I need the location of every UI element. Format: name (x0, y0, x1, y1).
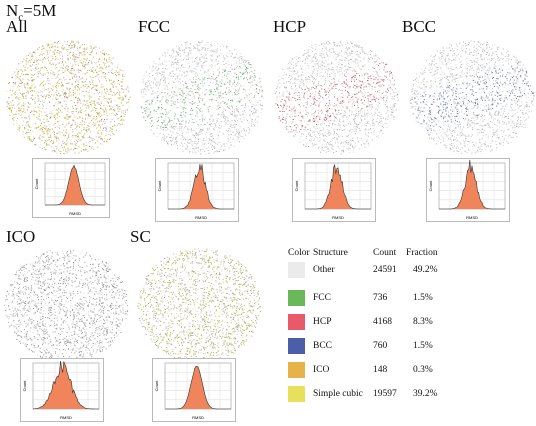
histogram-ylabel: Count (294, 180, 299, 192)
histogram-ylabel: Count (157, 180, 162, 192)
header-subscript: c (18, 11, 24, 24)
legend-fraction: 49.2% (413, 265, 438, 275)
legend-swatch (288, 362, 305, 378)
legend-fraction: 39.2% (413, 389, 438, 399)
legend-row-ico: ICO 148 0.3% (288, 362, 536, 380)
histogram-fcc: Count RMSD (155, 158, 239, 222)
legend-row-hcp: HCP 4168 8.3% (288, 314, 536, 332)
legend-structure: Other (313, 265, 335, 275)
histogram-ylabel: Count (428, 180, 433, 192)
legend-count: 24591 (373, 265, 397, 275)
legend-count: 4168 (373, 317, 392, 327)
pole-figure-bcc (410, 40, 535, 155)
histogram-xlabel: RMSD (192, 415, 204, 420)
panel-title-ico: ICO (6, 227, 36, 246)
legend-count: 760 (373, 341, 388, 351)
histogram-xlabel: RMSD (60, 415, 72, 420)
histogram-xlabel: RMSD (466, 215, 478, 220)
legend-swatch (288, 314, 305, 330)
legend-swatch (288, 386, 305, 402)
histogram-xlabel: RMSD (195, 215, 207, 220)
legend-header-count: Count (373, 248, 397, 258)
histogram-hcp: Count RMSD (292, 158, 376, 222)
legend-structure: HCP (313, 317, 332, 327)
legend-swatch (288, 338, 305, 354)
panel-title-sc: SC (130, 227, 151, 246)
legend-fraction: 1.5% (413, 341, 433, 351)
legend-header-color: Color (288, 248, 310, 258)
panel-title-hcp: HCP (273, 17, 307, 36)
legend-count: 148 (373, 365, 388, 375)
pole-figure-sc (137, 248, 261, 363)
legend-swatch (288, 262, 305, 278)
legend-fraction: 1.5% (413, 293, 433, 303)
panel-title-fcc: FCC (138, 17, 171, 36)
histogram-xlabel: RMSD (69, 211, 81, 216)
legend-row-fcc: FCC 736 1.5% (288, 290, 536, 308)
legend-count: 736 (373, 293, 388, 303)
histogram-bcc: Count RMSD (426, 158, 510, 222)
histogram-sc: Count RMSD (152, 358, 236, 422)
histogram-ylabel: Count (22, 380, 27, 392)
histogram-ico: Count RMSD (20, 358, 104, 422)
pole-figure-ico (4, 249, 129, 363)
legend-swatch (288, 290, 305, 306)
legend-row-bcc: BCC 760 1.5% (288, 338, 536, 356)
header-prefix: N (6, 1, 19, 20)
histogram-xlabel: RMSD (332, 215, 344, 220)
legend-row-simple-cubic: Simple cubic 19597 39.2% (288, 386, 536, 404)
histogram-ylabel: Count (34, 178, 39, 190)
legend-structure: FCC (313, 293, 331, 303)
legend-structure: Simple cubic (313, 389, 363, 399)
legend-structure: BCC (313, 341, 333, 351)
legend-structure: ICO (313, 365, 330, 375)
histogram-all: Count RMSD (32, 158, 110, 218)
legend-count: 19597 (373, 389, 397, 399)
legend-fraction: 8.3% (413, 317, 433, 327)
panel-title-bcc: BCC (402, 17, 437, 36)
histogram-ylabel: Count (154, 380, 159, 392)
pole-figure-all (6, 40, 131, 155)
header-suffix: =5M (23, 1, 57, 20)
legend-row-other: Other 24591 49.2% (288, 262, 536, 280)
legend-header-fraction: Fraction (406, 248, 438, 258)
legend-fraction: 0.3% (413, 365, 433, 375)
figure-header: Nc=5M (6, 2, 56, 26)
pole-figure-hcp (274, 40, 399, 155)
panel-title-all: All (6, 17, 28, 36)
legend-header-structure: Structure (313, 248, 348, 258)
pole-figure-fcc (140, 40, 264, 155)
